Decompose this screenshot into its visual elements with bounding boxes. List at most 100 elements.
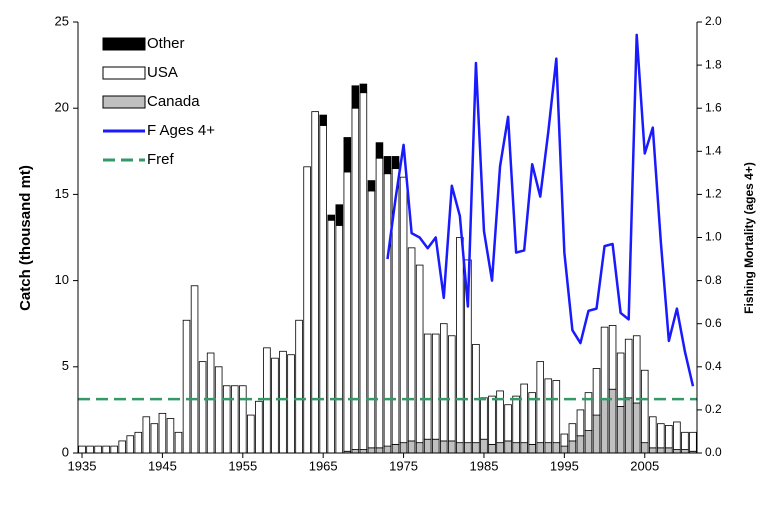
bar [560, 445, 569, 454]
bar [673, 449, 681, 454]
bar [552, 442, 561, 454]
y-tick-label: 0 [62, 444, 69, 459]
bar [456, 237, 464, 444]
bar [383, 173, 392, 447]
legend-label: Canada [147, 93, 200, 110]
bar [182, 319, 191, 454]
bar [327, 214, 336, 221]
y2-tick-label: 2.0 [705, 14, 722, 28]
bar [536, 361, 545, 444]
bar [407, 440, 416, 454]
bar [407, 247, 416, 442]
bar [295, 319, 303, 454]
bar [576, 409, 585, 437]
y2-tick-label: 1.6 [705, 100, 722, 114]
bar [166, 418, 175, 454]
bar [150, 423, 159, 454]
bar [649, 416, 657, 449]
bar [415, 264, 424, 444]
bar [544, 442, 553, 454]
bar [343, 171, 352, 452]
y-tick-label: 15 [55, 186, 69, 201]
legend-label: Fref [147, 151, 175, 168]
bar [287, 354, 295, 454]
bar [351, 449, 360, 454]
bar [600, 326, 609, 400]
bar [584, 430, 593, 454]
bar [624, 338, 633, 399]
bar [142, 416, 151, 454]
bar [255, 400, 263, 454]
bar [263, 347, 271, 454]
bar [657, 423, 665, 449]
bar [423, 438, 432, 454]
bar [552, 380, 561, 444]
bar [86, 445, 94, 454]
legend-swatch [102, 37, 146, 51]
bar [640, 369, 649, 444]
bar [536, 442, 545, 454]
bar [480, 438, 488, 454]
legend-label: F Ages 4+ [147, 122, 215, 139]
bar [665, 425, 673, 449]
bar [375, 157, 384, 449]
bar [504, 440, 512, 454]
bar [464, 259, 472, 444]
bar [600, 399, 609, 454]
bar [681, 431, 689, 450]
bar [335, 204, 344, 226]
bar [512, 442, 520, 454]
bar [335, 225, 344, 454]
bar [303, 166, 311, 454]
bar [520, 383, 528, 444]
y2-tick-label: 1.0 [705, 230, 722, 244]
bar [640, 442, 649, 454]
bar [431, 333, 440, 440]
y-tick-label: 20 [55, 100, 69, 115]
bar [367, 180, 376, 192]
bar [247, 414, 255, 454]
bar [391, 443, 400, 454]
bar [657, 447, 665, 454]
bar [343, 137, 352, 173]
bar [439, 323, 448, 442]
bar [190, 285, 199, 454]
bar [230, 385, 239, 454]
bar [689, 431, 697, 452]
bar [359, 92, 368, 450]
bar [423, 333, 432, 440]
bar [632, 335, 641, 404]
bar [383, 156, 392, 175]
bar [118, 440, 126, 454]
y2-tick-label: 0.2 [705, 402, 722, 416]
bar [94, 445, 102, 454]
x-tick-label: 1985 [470, 458, 499, 473]
bar [488, 443, 496, 454]
bar [496, 442, 504, 454]
y2-tick-label: 0.8 [705, 273, 722, 287]
bar [649, 447, 657, 454]
bar [206, 352, 215, 454]
y-tick-label: 10 [55, 272, 69, 287]
bar [448, 335, 456, 442]
y2-axis-title: Fishing Mortality (ages 4+) [742, 162, 756, 314]
bar [608, 325, 617, 390]
bar [110, 445, 118, 454]
bar [134, 431, 143, 454]
bar [319, 114, 327, 126]
bar [174, 431, 183, 454]
bar [311, 111, 319, 454]
x-tick-label: 1965 [309, 458, 338, 473]
bar [375, 447, 384, 454]
bar [439, 440, 448, 454]
bar [488, 395, 496, 445]
y2-tick-label: 1.4 [705, 143, 722, 157]
bar [576, 435, 585, 454]
bar [456, 442, 464, 454]
bar [431, 438, 440, 454]
x-tick-label: 1955 [228, 458, 257, 473]
bar [592, 368, 601, 416]
x-tick-label: 2005 [630, 458, 659, 473]
legend-label: Other [147, 35, 185, 52]
